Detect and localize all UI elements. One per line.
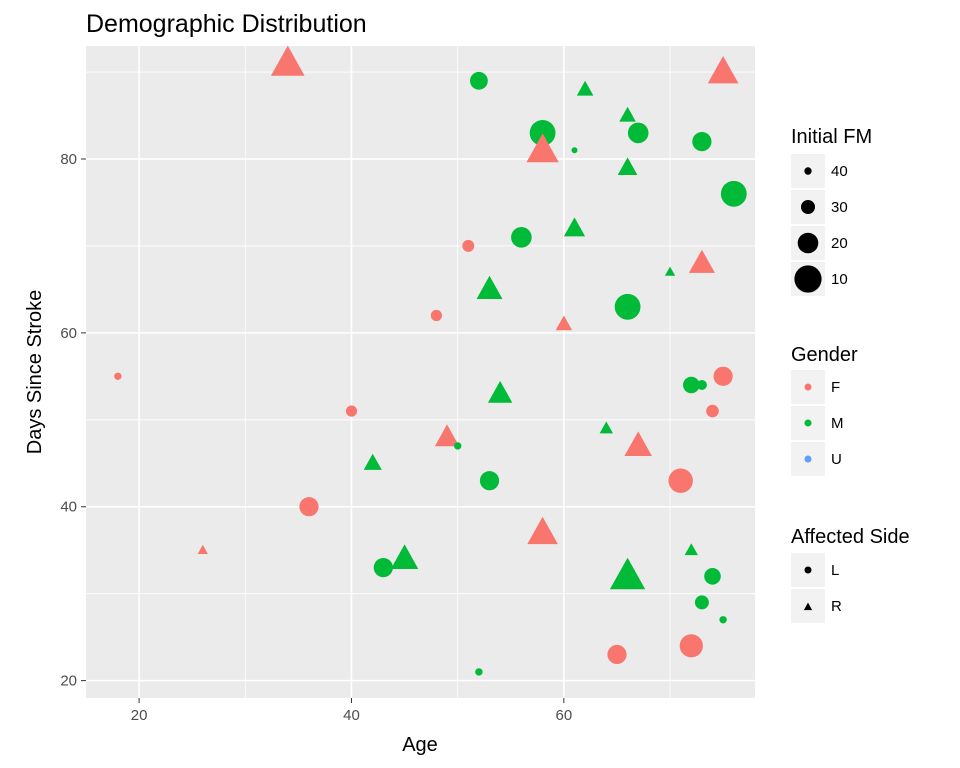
data-point	[345, 405, 358, 417]
axis-ticks: 20 40 60 20 40 60 80	[60, 151, 572, 724]
data-point	[614, 293, 641, 320]
data-point	[527, 516, 558, 545]
data-point	[609, 557, 646, 590]
legend-title-gender: Gender	[791, 344, 858, 366]
data-point	[684, 543, 698, 556]
data-point	[475, 668, 483, 676]
data-point	[683, 376, 700, 394]
data-point	[470, 71, 488, 90]
data-point	[462, 239, 475, 252]
plot-panel	[86, 46, 755, 698]
chart-title: Demographic Distribution	[86, 10, 367, 38]
data-point	[679, 634, 703, 658]
legend-key-gender	[804, 455, 812, 463]
y-tick-label: 60	[60, 325, 77, 342]
data-point	[692, 132, 712, 152]
x-tick-label: 40	[343, 707, 360, 724]
legend-label-gender: M	[831, 415, 844, 432]
data-point	[707, 56, 739, 84]
legend-label-size: 30	[831, 199, 848, 216]
data-point	[511, 227, 532, 248]
data-point	[390, 544, 419, 569]
data-point	[713, 366, 733, 386]
legend-key-size	[797, 232, 819, 254]
data-point	[696, 380, 707, 390]
legend-title-affected-side: Affected Side	[791, 526, 910, 548]
legend-label-gender: U	[831, 451, 842, 468]
legend-gender: Gender F M U	[791, 344, 858, 476]
data-point	[627, 122, 649, 144]
data-point	[563, 217, 586, 237]
data-point	[668, 468, 693, 493]
legend-key-gender	[804, 383, 812, 391]
data-point	[719, 616, 727, 624]
data-point	[599, 421, 613, 434]
legend-key-side	[803, 602, 813, 611]
x-tick-label: 20	[131, 707, 148, 724]
data-point	[434, 424, 460, 447]
legend-label-side: R	[831, 598, 842, 615]
data-point	[114, 372, 122, 380]
legend-label-size: 40	[831, 163, 848, 180]
data-point	[706, 404, 719, 418]
legend-title-initial-fm: Initial FM	[791, 126, 872, 148]
data-point	[607, 644, 627, 665]
data-point	[430, 309, 442, 322]
data-point	[373, 558, 393, 578]
data-point	[197, 544, 208, 554]
data-point	[576, 80, 594, 96]
legend-label-side: L	[831, 562, 839, 579]
data-point	[704, 568, 721, 585]
data-point	[454, 442, 462, 450]
x-axis-title: Age	[402, 734, 438, 756]
data-point	[488, 380, 513, 403]
data-points	[114, 45, 747, 676]
y-tick-label: 80	[60, 151, 77, 168]
y-axis-title: Days Since Stroke	[24, 290, 46, 455]
legend-key-size	[801, 200, 815, 214]
data-point	[664, 266, 676, 276]
legend-initial-fm: Initial FM 40 30 20 10	[791, 126, 872, 296]
legend-label-gender: F	[831, 379, 840, 396]
y-tick-label: 20	[60, 673, 77, 690]
data-point	[270, 45, 305, 76]
data-point	[720, 180, 747, 207]
legend-label-size: 20	[831, 235, 848, 252]
data-point	[688, 249, 715, 273]
data-point	[694, 595, 709, 610]
data-point	[526, 133, 559, 163]
grid-lines	[86, 46, 755, 698]
data-point	[619, 106, 636, 122]
legend-key-size	[804, 167, 812, 175]
data-point	[363, 453, 382, 470]
data-point	[299, 497, 319, 517]
legend-key-gender	[804, 419, 812, 427]
data-point	[617, 157, 638, 175]
data-point	[555, 315, 573, 331]
legend-affected-side: Affected Side L R	[791, 526, 910, 623]
data-point	[479, 471, 500, 491]
y-tick-label: 40	[60, 499, 77, 516]
x-tick-label: 60	[556, 707, 573, 724]
data-point	[529, 119, 556, 146]
legend-key-size	[794, 265, 822, 293]
data-point	[476, 275, 503, 299]
legend-label-size: 10	[831, 271, 848, 288]
data-point	[624, 431, 652, 456]
legend-key-side	[804, 566, 812, 574]
data-point	[571, 147, 578, 154]
